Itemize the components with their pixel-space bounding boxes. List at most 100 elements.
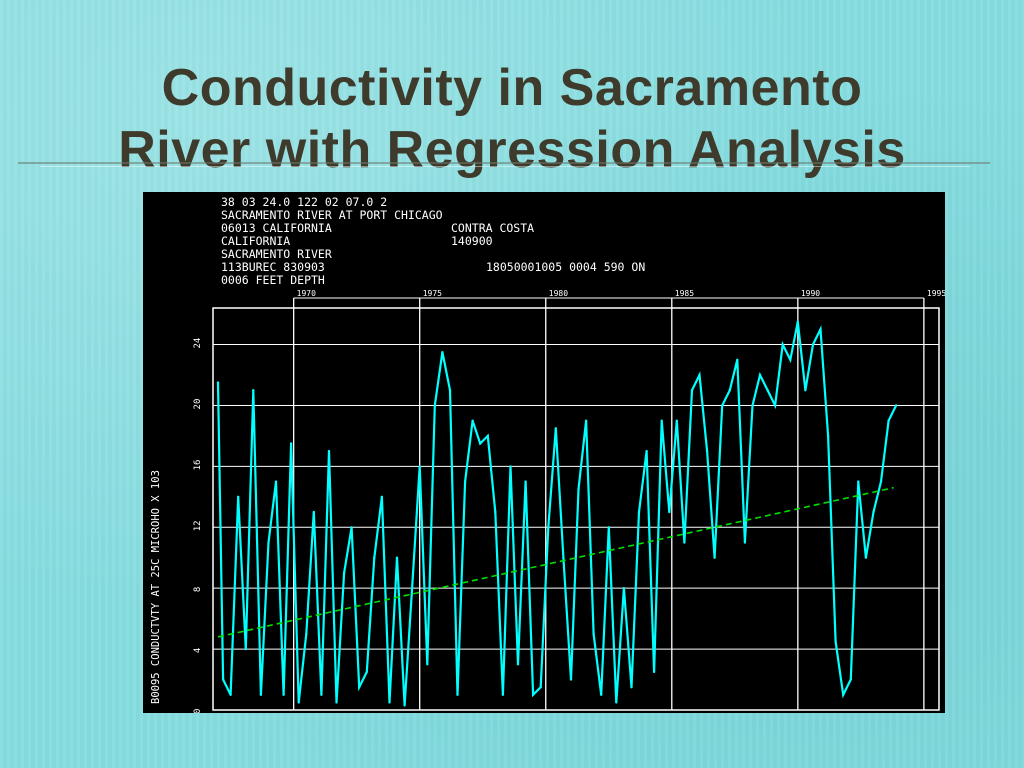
data-point [857,480,860,483]
data-point [826,434,830,438]
y-tick-label: 16 [193,460,203,471]
conductivity-series-line [216,321,898,706]
title-divider-highlight [40,166,970,167]
x-tick-label: 1985 [675,289,694,298]
data-point [350,526,353,529]
data-point [887,419,890,422]
data-point [705,449,709,453]
data-point [259,693,263,696]
data-point [804,389,807,392]
data-point [675,419,678,422]
data-point [577,488,580,491]
data-point [879,480,883,483]
data-point [713,556,716,559]
slide-title-line-1: Conductivity in Sacramento [161,58,863,117]
data-point [237,495,240,498]
data-point [433,404,436,407]
data-point [652,670,656,674]
data-point [380,495,384,498]
y-tick-label: 8 [193,587,203,592]
data-point [516,663,520,666]
data-point [554,427,557,430]
data-point [668,510,671,514]
data-point [766,389,769,392]
x-tick-label: 1990 [801,289,820,298]
y-tick-label: 12 [193,520,203,531]
data-point [698,373,701,377]
header-line: 38 03 24.0 122 02 07.0 2 [221,195,387,209]
data-point [773,404,777,407]
data-point [811,343,815,346]
data-point [630,686,633,689]
header-line: 0006 FEET DEPTH [221,273,325,287]
data-point [267,541,270,544]
data-point [592,632,595,636]
data-point [600,693,603,696]
data-point [819,328,822,331]
x-tick-label: 1995 [927,289,945,298]
x-tick-label: 1970 [297,289,316,298]
data-point [403,704,406,707]
data-point [728,389,731,392]
header-line: 140900 [451,234,493,248]
data-point [622,587,626,590]
data-point [683,541,686,544]
data-point [373,556,376,559]
x-tick-label: 1975 [423,289,442,298]
data-point [781,343,784,346]
data-point [509,465,512,468]
data-point [395,556,399,559]
data-point [486,434,489,438]
data-point [796,320,799,323]
regression-line [217,486,894,638]
data-point [221,678,225,681]
data-point [524,480,527,483]
data-point [501,693,505,696]
data-point [637,510,641,514]
data-point [569,678,573,681]
data-point [229,693,232,696]
data-point [531,693,535,696]
header-line: SACRAMENTO RIVER [221,247,332,261]
y-axis-label: B0095 CONDUCTVTY AT 25C MICROHO X 103 [150,470,162,704]
data-point [274,480,278,483]
data-point [864,556,868,559]
slide-title-line-2: River with Regression Analysis [118,120,906,179]
data-point [758,373,762,377]
data-point [426,663,429,666]
header-line: 06013 CALIFORNIA [221,221,332,235]
data-point [335,701,338,704]
x-tick-label: 1980 [549,289,568,298]
data-point [441,351,444,354]
data-point [660,419,663,422]
data-point [562,556,565,559]
data-point [418,465,421,468]
data-point [872,510,875,514]
data-point [358,686,361,689]
data-point [547,526,550,529]
data-point [282,693,285,696]
data-point [789,358,792,361]
data-point [216,381,220,384]
y-tick-label: 20 [193,399,203,410]
data-point [252,389,255,392]
data-point [320,693,323,696]
data-point [842,693,845,696]
data-point [743,541,747,544]
data-point [365,670,368,674]
data-point [736,358,739,361]
header-line: CONTRA COSTA [451,221,534,235]
data-point [305,632,308,636]
header-line: SACRAMENTO RIVER AT PORT CHICAGO [221,208,443,222]
data-point [471,419,474,422]
data-point [834,640,837,643]
y-tick-label: 24 [193,338,203,349]
data-point [297,701,300,704]
data-point [479,442,482,445]
data-point [289,442,293,445]
data-point [751,404,754,407]
data-point [494,510,497,514]
data-point [312,510,315,514]
data-point [410,587,414,590]
